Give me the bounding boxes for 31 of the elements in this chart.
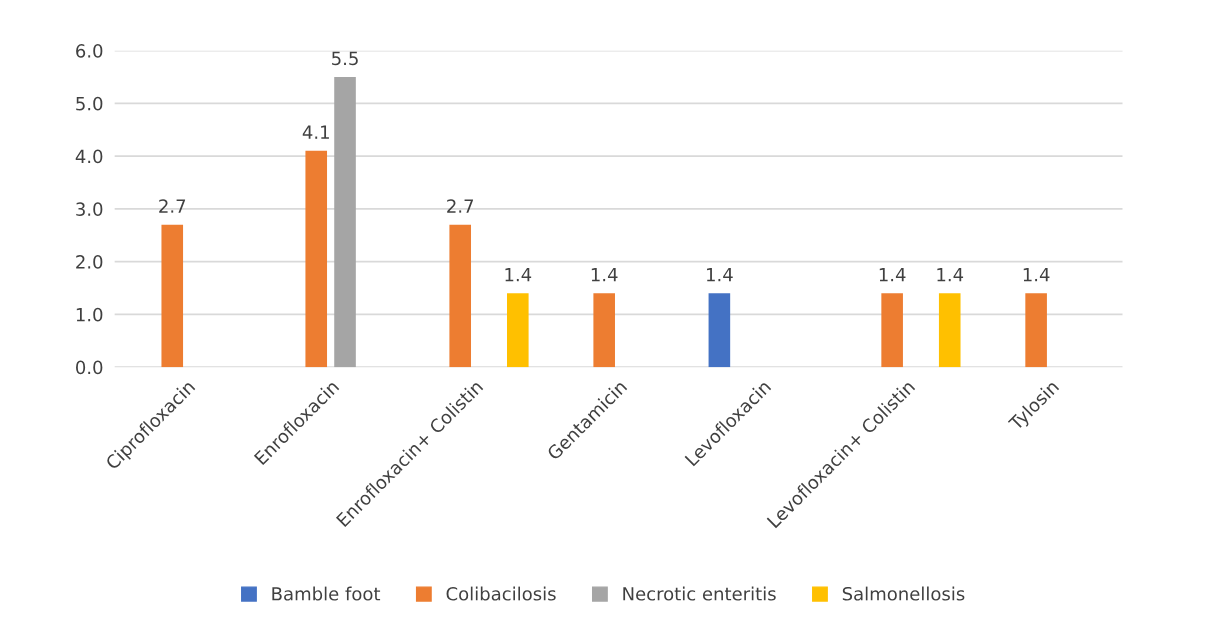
bar (881, 293, 903, 368)
y-tick-label: 0.0 (76, 360, 103, 375)
bar (708, 293, 731, 368)
y-tick-label: 1.0 (76, 307, 103, 322)
data-label: 1.4 (505, 268, 532, 282)
data-label: 1.4 (707, 268, 733, 282)
legend-label: Salmonellosis (842, 586, 965, 601)
bar (161, 224, 184, 368)
legend-label: Bamble foot (272, 586, 381, 601)
bar (449, 224, 472, 368)
y-tick-label: 3.0 (76, 202, 103, 217)
y-tick-label: 6.0 (76, 44, 103, 58)
data-label: 1.4 (591, 268, 618, 282)
data-label: 2.7 (447, 199, 474, 213)
y-tick-label: 4.0 (75, 149, 103, 164)
bar (1025, 293, 1047, 368)
bar (305, 150, 328, 368)
data-label: 1.4 (879, 268, 906, 282)
y-tick-label: 5.0 (76, 96, 103, 111)
bar (593, 293, 615, 368)
legend-label: Colibacilosis (446, 586, 556, 601)
data-label: 1.4 (937, 268, 964, 282)
legend-label: Necrotic enteritis (623, 586, 776, 601)
data-label: 2.7 (159, 199, 186, 213)
bar (938, 293, 961, 368)
data-label: 1.4 (1023, 268, 1050, 282)
data-label: 4.1 (302, 125, 329, 139)
data-label: 5.5 (332, 51, 358, 66)
y-tick-label: 2.0 (76, 255, 103, 269)
bar (334, 77, 356, 368)
bar (507, 293, 529, 368)
